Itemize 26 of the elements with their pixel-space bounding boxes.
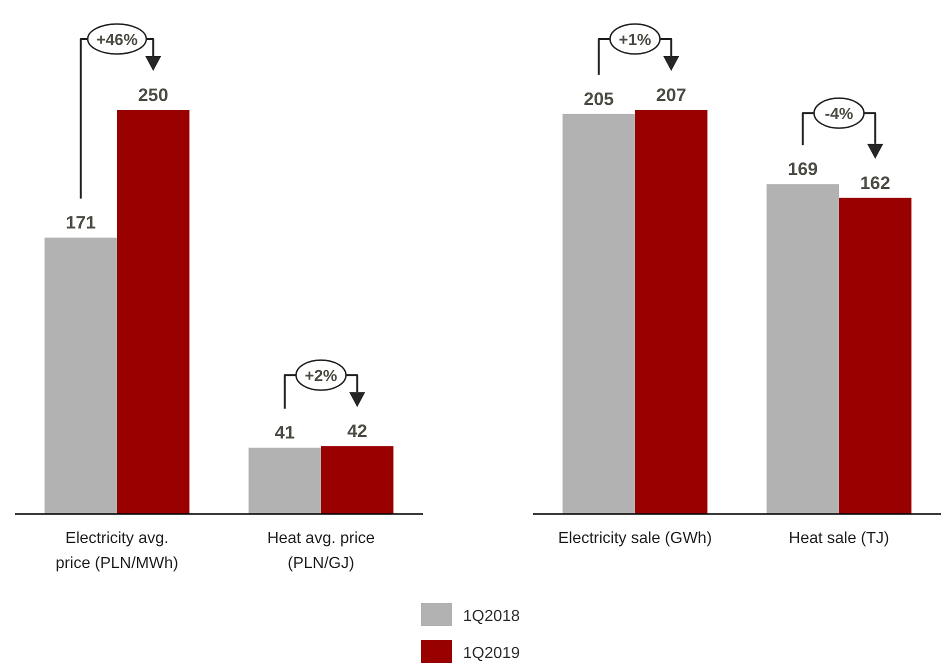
data-label: 42 [347, 421, 368, 442]
legend-label: 1Q2019 [463, 645, 520, 662]
x-tick-label: Electricity avg. price (PLN/MWh) [56, 530, 178, 572]
bar [635, 110, 708, 514]
data-label: 250 [138, 85, 168, 105]
legend-label: 1Q2018 [463, 608, 520, 625]
bar [766, 184, 839, 514]
bar [321, 446, 394, 514]
bar [117, 110, 190, 514]
bar [44, 238, 117, 514]
data-label: 207 [656, 85, 686, 105]
bar [562, 114, 635, 514]
data-label: 171 [66, 212, 96, 233]
annotation: -4% [824, 106, 854, 124]
x-tick-label: Electricity sale (GWh) [558, 530, 712, 547]
x-tick-label: Heat sale (TJ) [788, 530, 890, 547]
x-tick-label: Heat avg. price (PLN/GJ) [267, 530, 375, 572]
data-label: 169 [788, 159, 818, 180]
annotation: +2% [304, 368, 338, 386]
text: +46% [96, 32, 138, 49]
text: +1% [618, 32, 652, 49]
bar [839, 198, 912, 514]
data-label: 162 [860, 172, 890, 193]
bar [248, 448, 321, 514]
data-label: 205 [584, 88, 614, 109]
data-label: 41 [274, 422, 295, 443]
